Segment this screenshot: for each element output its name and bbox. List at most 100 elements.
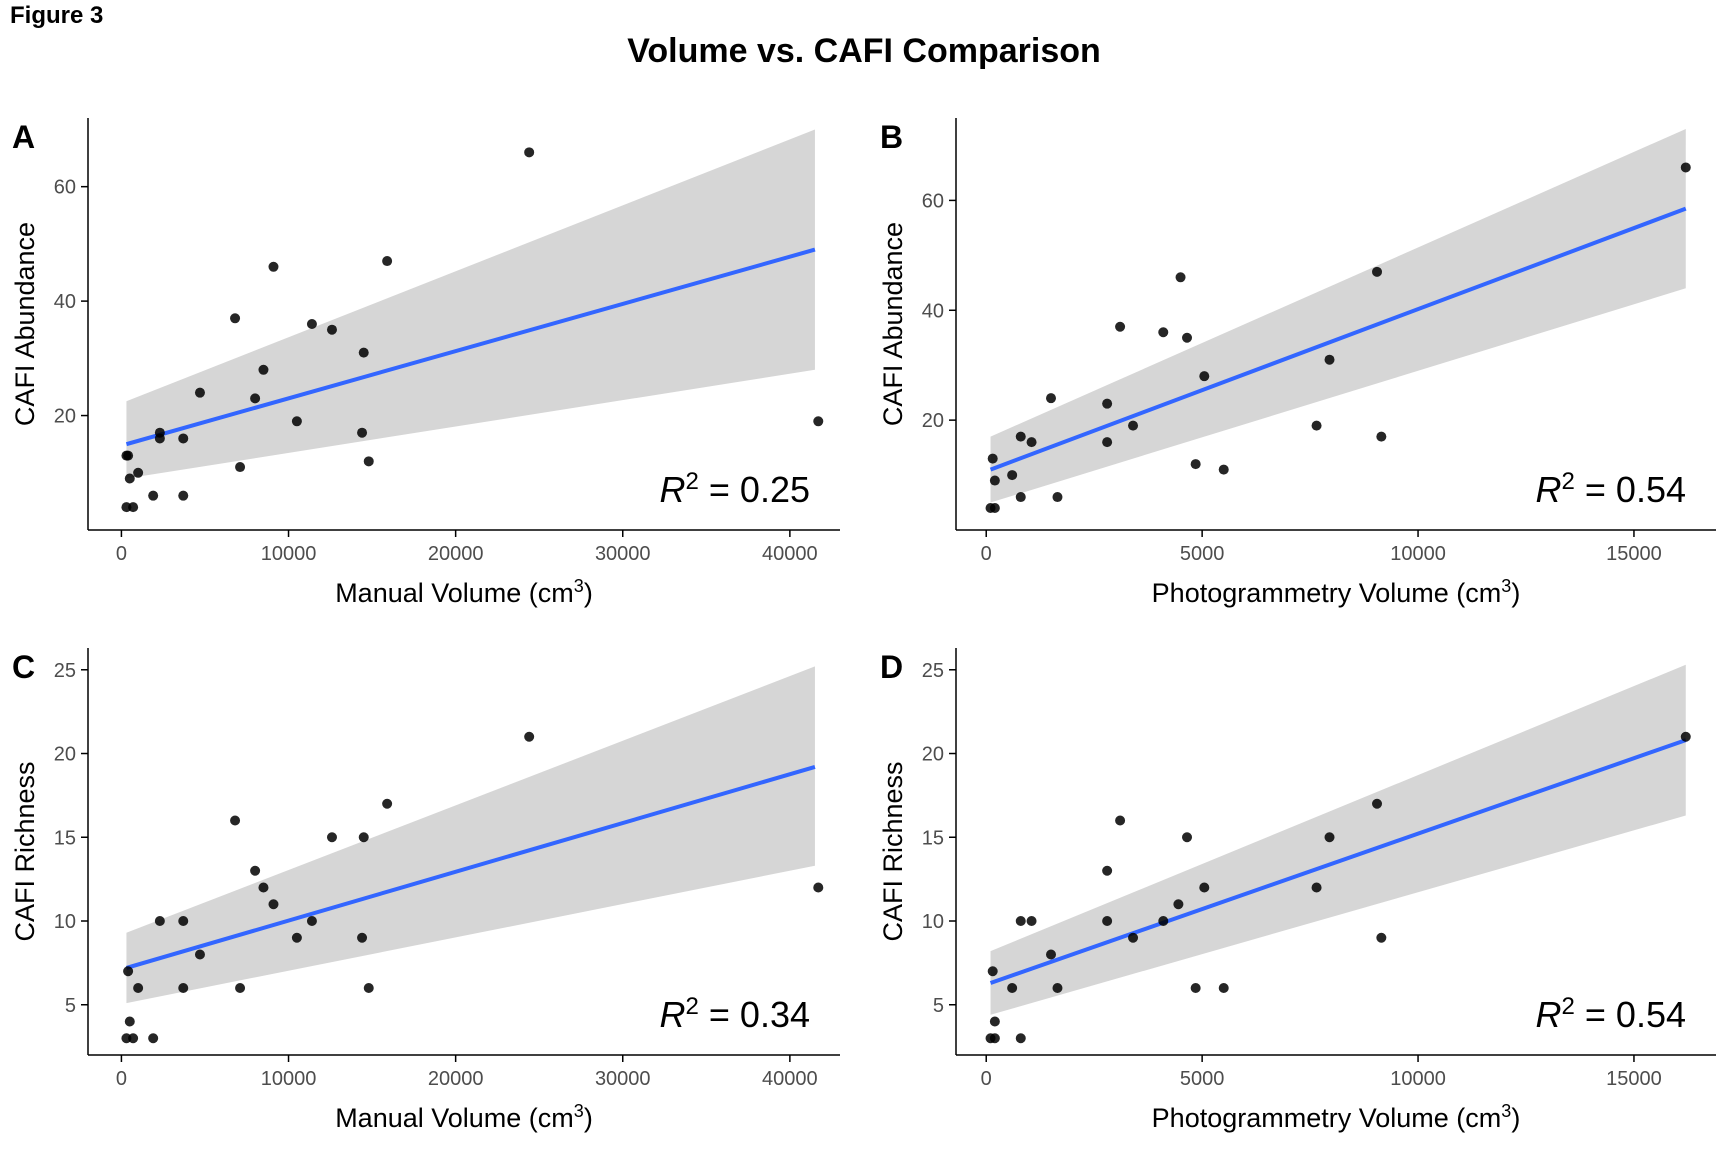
data-point [1372, 798, 1383, 809]
data-point [1046, 393, 1056, 404]
x-tick-label: 30000 [595, 1068, 651, 1090]
x-tick-label: 10000 [261, 543, 317, 565]
data-point [306, 319, 317, 329]
x-axis-label: Photogrammetry Volume (cm3) [1152, 1101, 1521, 1133]
regression-line [125, 764, 816, 970]
data-point [1182, 332, 1193, 343]
y-axis-label: CAFI Richness [10, 761, 40, 941]
data-point [148, 1033, 159, 1044]
x-tick-label: 15000 [1606, 1068, 1662, 1090]
x-axis-label: Manual Volume (cm3) [335, 576, 593, 608]
data-point [1680, 731, 1691, 742]
data-point [987, 453, 998, 464]
data-point [524, 147, 535, 158]
data-point [128, 502, 139, 513]
data-point [268, 261, 279, 272]
data-point [989, 1016, 1000, 1027]
confidence-band [126, 129, 815, 479]
data-point [382, 798, 393, 809]
data-point [154, 433, 165, 444]
x-tick-label: 0 [981, 543, 992, 565]
y-tick-label: 40 [54, 291, 76, 313]
x-tick-label: 10000 [261, 1068, 317, 1090]
data-point [1173, 899, 1184, 910]
data-point [230, 815, 241, 826]
x-tick-label: 5000 [1180, 543, 1225, 565]
data-point [1102, 437, 1113, 448]
y-tick-label: 25 [54, 660, 76, 682]
data-point [1324, 832, 1335, 843]
data-point [1218, 464, 1229, 475]
y-tick-label: 5 [933, 995, 944, 1017]
r-squared-annotation: R2 = 0.25 [660, 468, 810, 511]
x-tick-label: 15000 [1606, 543, 1662, 565]
data-point [1311, 420, 1322, 431]
data-point [1190, 983, 1201, 994]
y-tick-label: 60 [922, 190, 944, 212]
y-tick-label: 10 [922, 911, 944, 933]
data-point [358, 347, 369, 358]
data-point [268, 899, 279, 910]
data-point [1128, 420, 1139, 431]
data-point [1182, 832, 1193, 843]
data-point [1052, 983, 1063, 994]
data-point [987, 966, 998, 977]
data-point [250, 393, 261, 404]
data-point [1015, 492, 1026, 503]
data-point [133, 467, 144, 478]
panel-d: D 0 5000 10000 15000 5 10 15 20 25 Photogrammetry … [878, 648, 1716, 1133]
data-point [1007, 983, 1018, 994]
data-point [154, 916, 165, 927]
regression-line [125, 247, 816, 447]
data-point [1046, 949, 1056, 960]
data-point [194, 949, 205, 960]
data-point [382, 256, 393, 267]
data-point [357, 427, 368, 438]
data-point [1052, 492, 1063, 503]
chart-title: Volume vs. CAFI Comparison [627, 32, 1101, 70]
data-point [235, 983, 246, 994]
y-axis-label: CAFI Richness [878, 761, 908, 941]
data-point [194, 387, 205, 398]
data-point [1102, 865, 1113, 876]
data-point [326, 324, 337, 335]
regression-line [989, 206, 1687, 472]
x-tick-label: 0 [116, 1068, 127, 1090]
confidence-band [990, 664, 1686, 1015]
data-point [1324, 354, 1335, 365]
y-tick-label: 15 [54, 827, 76, 849]
y-axis-label: CAFI Abundance [878, 222, 908, 426]
y-tick-label: 40 [922, 300, 944, 322]
data-point [124, 473, 135, 484]
data-point [326, 832, 337, 843]
x-tick-label: 5000 [1180, 1068, 1225, 1090]
data-point [291, 416, 302, 427]
data-point [128, 1033, 139, 1044]
y-tick-label: 15 [922, 827, 944, 849]
panel-label-d: D [880, 649, 903, 685]
r-squared-annotation: R2 = 0.34 [660, 993, 810, 1036]
data-point [121, 450, 132, 461]
data-point [1158, 327, 1169, 338]
data-point [989, 1033, 1000, 1044]
x-tick-label: 40000 [762, 543, 818, 565]
data-point [250, 865, 261, 876]
data-point [1199, 371, 1210, 382]
y-tick-label: 25 [922, 660, 944, 682]
data-point [524, 731, 535, 742]
data-point [1175, 272, 1186, 283]
data-point [230, 313, 241, 324]
data-point [1680, 162, 1691, 173]
x-tick-label: 20000 [428, 543, 484, 565]
x-tick-label: 0 [116, 543, 127, 565]
data-point [1158, 916, 1169, 927]
data-point [1015, 916, 1026, 927]
x-tick-label: 30000 [595, 543, 651, 565]
panel-c: C 0 10000 20000 30000 40000 5 10 15 20 25 Manual Vo… [10, 648, 840, 1133]
confidence-band [990, 128, 1686, 503]
data-point [1115, 815, 1126, 826]
x-tick-label: 0 [981, 1068, 992, 1090]
data-point [178, 433, 189, 444]
x-tick-label: 10000 [1390, 543, 1446, 565]
